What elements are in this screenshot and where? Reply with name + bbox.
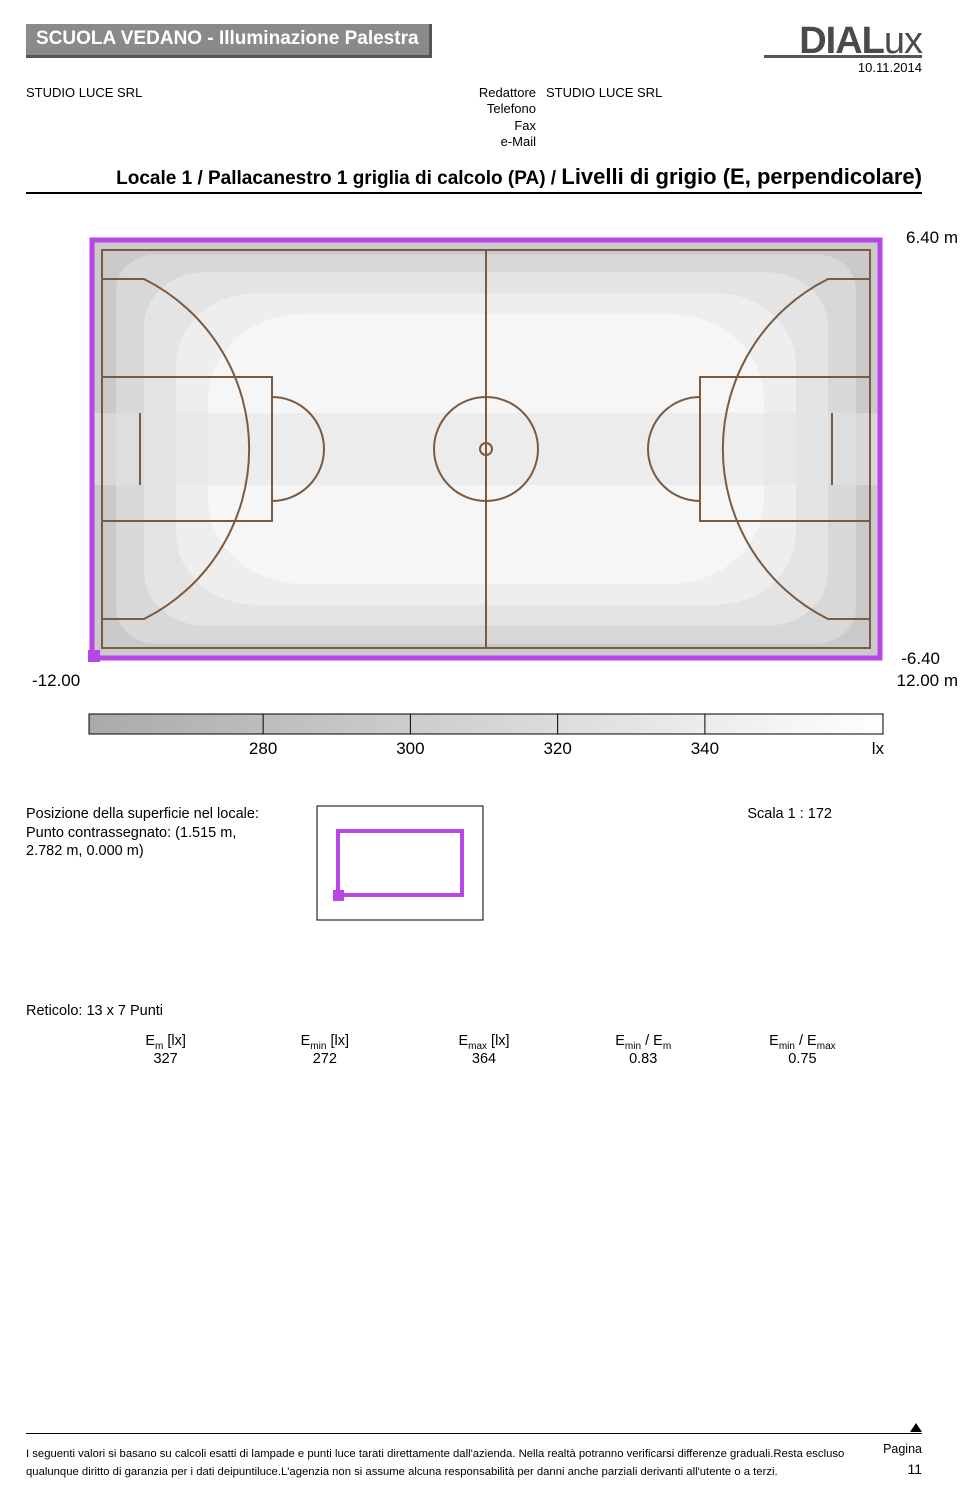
dim-y-top: 6.40 m [906,228,958,248]
col-emax: Emax [lx] [404,1033,563,1052]
dim-x-right: 12.00 m [897,671,958,691]
grid-info: Reticolo: 13 x 7 Punti [26,1003,922,1019]
col-em: Em [lx] [86,1033,245,1052]
company-left: STUDIO LUCE SRL [26,85,286,150]
scale-tick-label: 320 [543,739,571,759]
scale-tick-label: 280 [249,739,277,759]
col-emin-em: Emin / Em [564,1033,723,1052]
meta-labels: Redattore Telefono Fax e-Mail [286,85,536,150]
illuminance-diagram: 6.40 m -6.40 -12.00 12.00 m [88,236,884,667]
room-thumbnail [316,805,484,927]
col-emin: Emin [lx] [245,1033,404,1052]
dim-y-bot: -6.40 [901,649,940,669]
dim-x-left: -12.00 [32,671,80,691]
up-triangle-icon [910,1423,922,1432]
lux-scalebar: 280 300 320 340 lx [88,713,884,761]
stats-table: Em [lx]327 Emin [lx]272 Emax [lx]364 Emi… [26,1033,922,1068]
project-title: SCUOLA VEDANO - Illuminazione Palestra [26,24,432,58]
date: 10.11.2014 [26,60,922,75]
scale-label: Scala 1 : 172 [747,805,922,824]
app-logo: DIALux [764,24,922,58]
scale-tick-label: 300 [396,739,424,759]
page-footer: I seguenti valori si basano su calcoli e… [26,1433,922,1481]
surface-position: Posizione della superficie nel locale: P… [26,805,296,862]
scale-unit: lx [872,739,884,759]
scale-tick-label: 340 [691,739,719,759]
company-right: STUDIO LUCE SRL [536,85,736,150]
section-title: Locale 1 / Pallacanestro 1 griglia di ca… [106,164,922,190]
col-emin-emax: Emin / Emax [723,1033,882,1052]
